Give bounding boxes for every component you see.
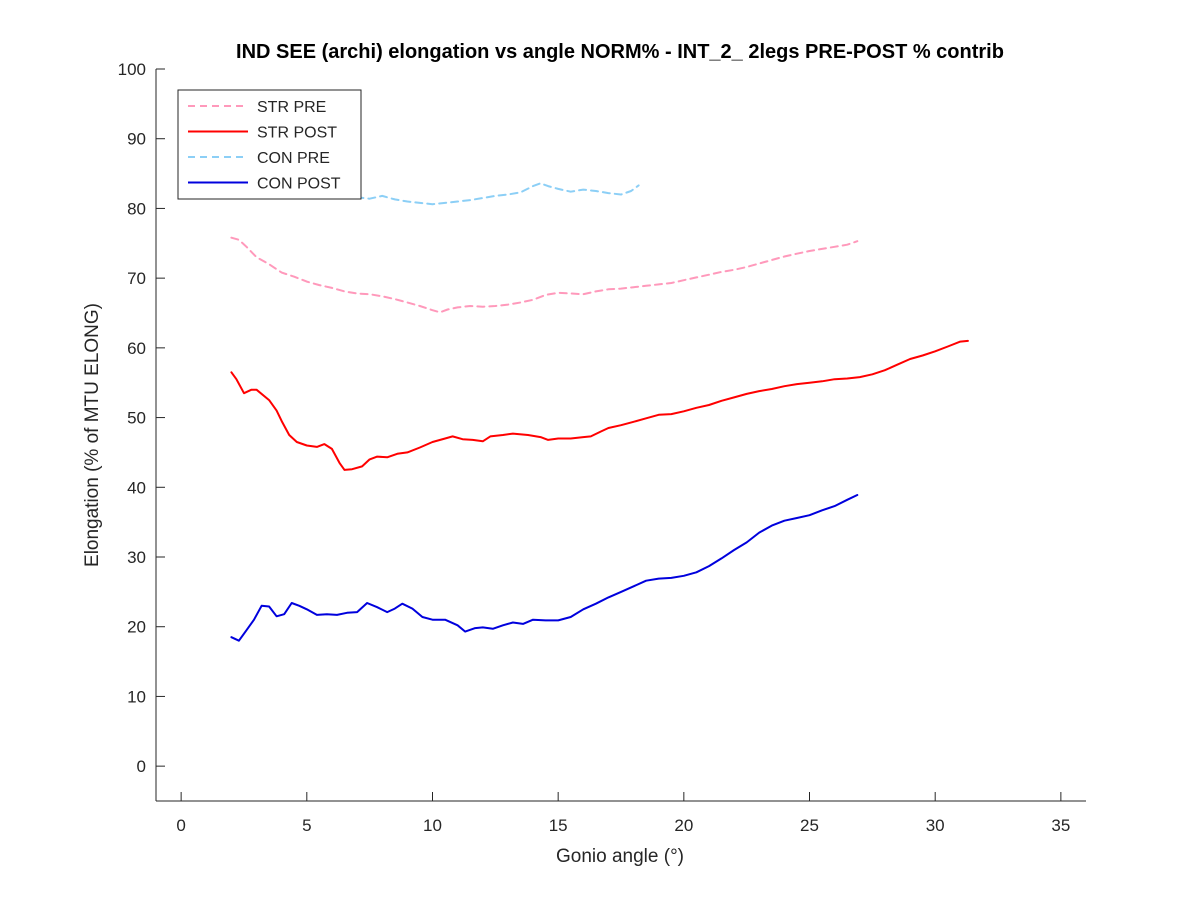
x-tick-label: 15 [549,816,568,835]
series-line-2 [343,182,640,206]
y-tick-label: 10 [127,687,146,706]
series-line-3 [230,494,859,642]
y-tick-label: 40 [127,478,146,497]
plot-area: 0 5 10 15 20 25 30 35 0 10 20 30 40 50 60 70 80 90 100 [118,60,1086,835]
legend-label: CON POST [257,176,341,193]
y-tick-label: 70 [127,269,146,288]
y-tick-label: 60 [127,339,146,358]
x-tick-label: 20 [674,816,693,835]
x-tick-label: 25 [800,816,819,835]
x-tick-label: 30 [926,816,945,835]
legend: STR PRE STR POST CON PRE CON POST [177,89,362,200]
legend-label: CON PRE [257,150,330,167]
x-axis-label: Gonio angle (°) [556,846,684,867]
y-tick-label: 50 [127,409,146,428]
series-line-1 [230,339,969,471]
chart-title: IND SEE (archi) elongation vs angle NORM… [236,41,1004,63]
x-tick-label: 35 [1051,816,1070,835]
y-tick-label: 30 [127,548,146,567]
legend-label: STR POST [257,125,337,142]
legend-box [177,89,362,200]
y-tick-label: 0 [137,757,146,776]
x-tick-label: 10 [423,816,442,835]
legend-label: STR PRE [257,99,326,116]
x-tick-label: 0 [176,816,185,835]
y-tick-label: 100 [118,60,146,79]
y-axis-label: Elongation (% of MTU ELONG) [82,303,103,567]
series-line-0 [230,236,859,314]
y-tick-label: 80 [127,199,146,218]
y-tick-label: 90 [127,130,146,149]
x-tick-label: 5 [302,816,311,835]
y-tick-label: 20 [127,618,146,637]
